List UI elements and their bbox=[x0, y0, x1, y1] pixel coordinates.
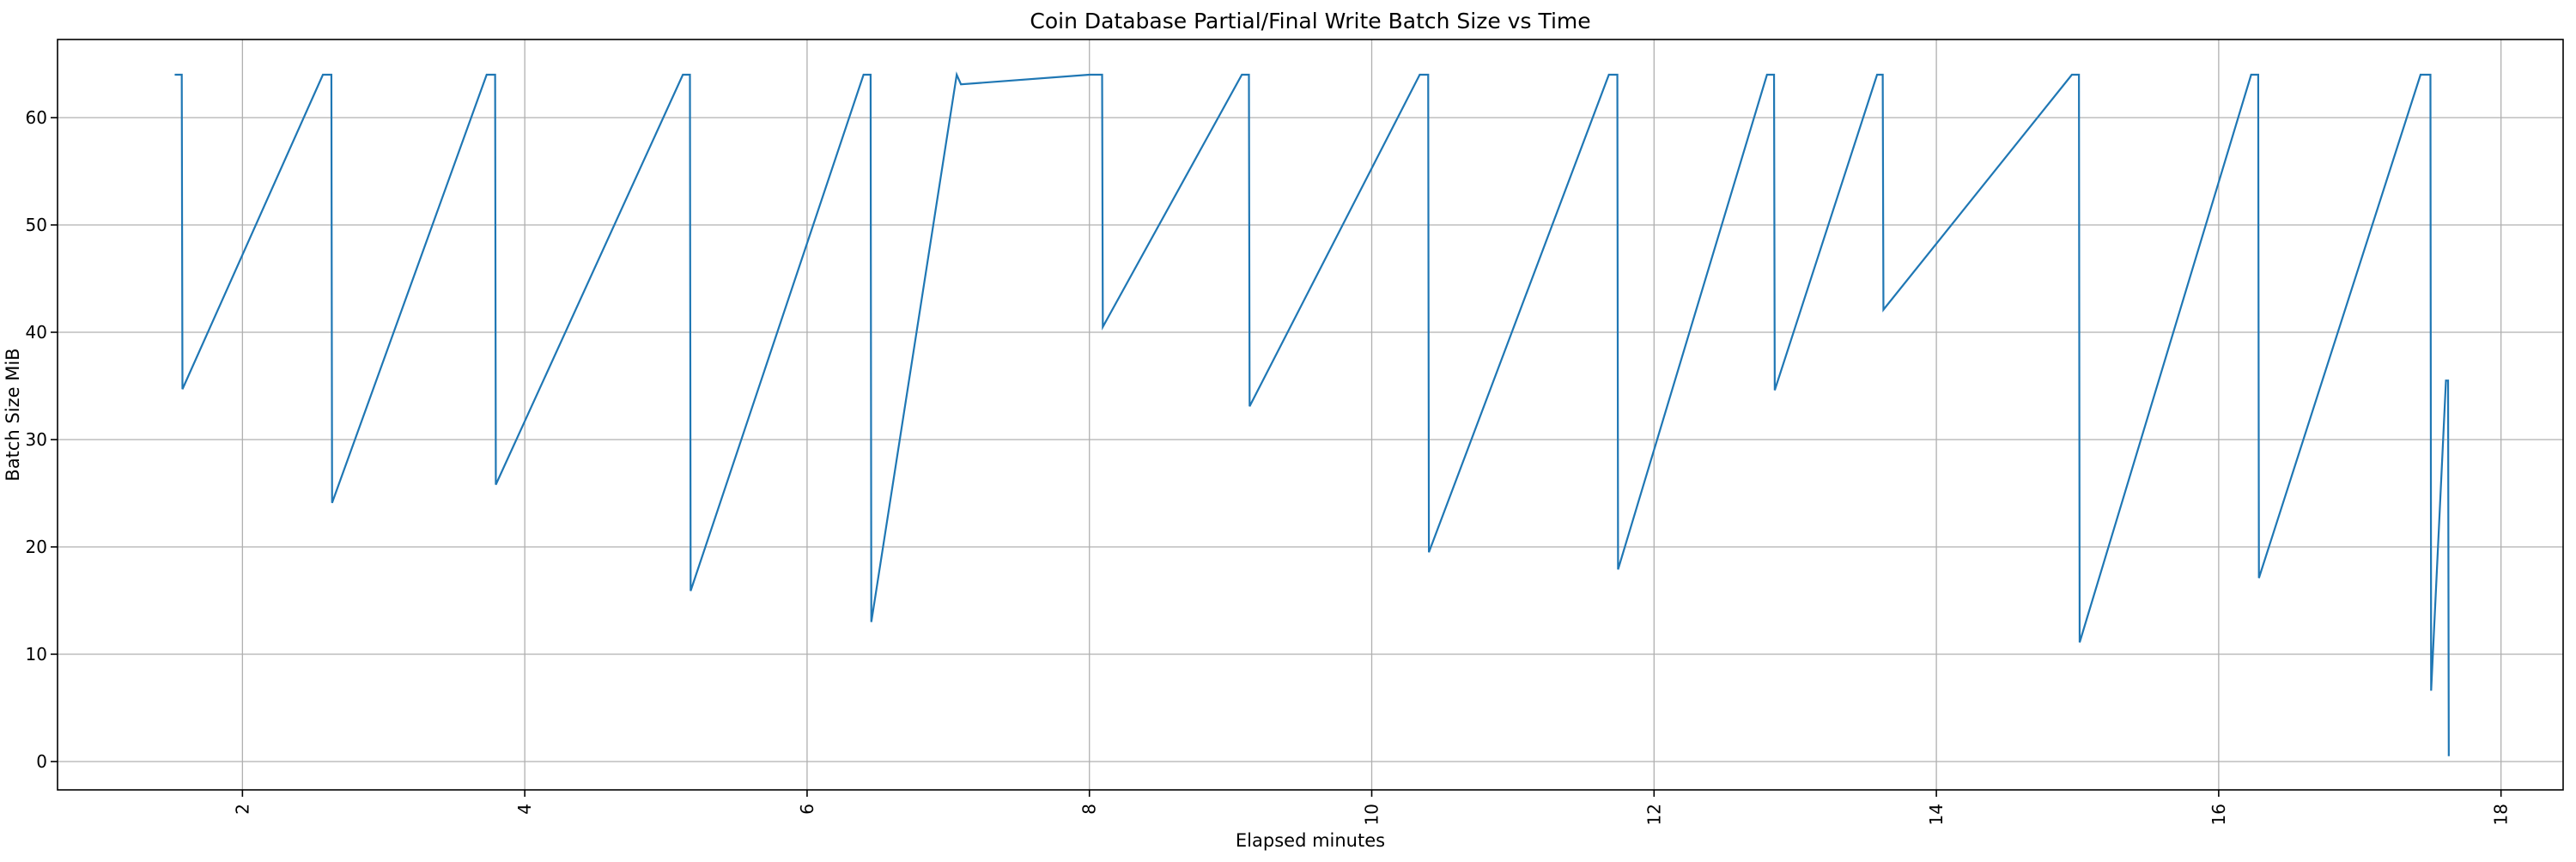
y-tick-label: 40 bbox=[26, 322, 47, 343]
y-tick-label: 20 bbox=[26, 537, 47, 557]
axis-layer: 2 4 6 8 10 12 14 16 18 0 10 20 30 40 50 60 bbox=[26, 39, 2564, 825]
x-tick-label: 14 bbox=[1926, 804, 1947, 825]
grid-layer bbox=[58, 39, 2563, 790]
plot-border bbox=[57, 39, 2564, 791]
x-tick-label: 16 bbox=[2208, 804, 2229, 825]
data-layer bbox=[174, 71, 2450, 756]
y-tick-label: 30 bbox=[26, 429, 47, 450]
x-tick-label: 2 bbox=[232, 804, 252, 815]
x-axis-label: Elapsed minutes bbox=[1236, 830, 1385, 851]
y-axis-label: Batch Size MiB bbox=[3, 348, 23, 481]
x-tick-label: 12 bbox=[1643, 804, 1664, 825]
y-tick-label: 60 bbox=[26, 107, 47, 128]
x-tick-label: 8 bbox=[1079, 804, 1100, 815]
y-tick-label: 0 bbox=[36, 751, 47, 772]
y-tick-label: 50 bbox=[26, 215, 47, 235]
y-tick-label: 10 bbox=[26, 644, 47, 665]
batch-size-line bbox=[174, 71, 2450, 756]
x-tick-label: 10 bbox=[1362, 804, 1382, 825]
x-tick-label: 6 bbox=[797, 804, 817, 815]
chart-title: Coin Database Partial/Final Write Batch … bbox=[1030, 9, 1590, 33]
x-tick-label: 4 bbox=[514, 804, 535, 815]
x-tick-label: 18 bbox=[2491, 804, 2512, 825]
